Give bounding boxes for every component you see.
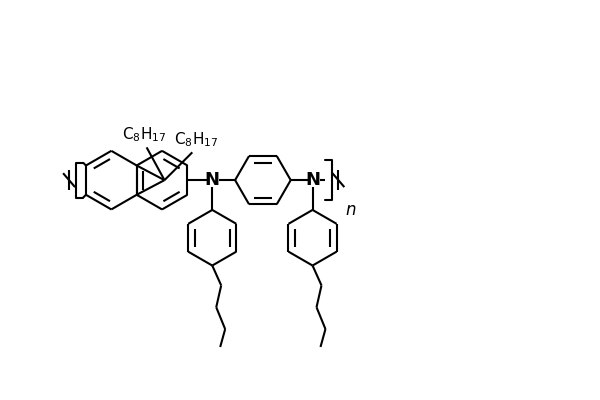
Text: n: n bbox=[346, 201, 356, 219]
Text: N: N bbox=[205, 171, 220, 189]
Text: N: N bbox=[305, 171, 320, 189]
Text: $\mathdefault{C_8H_{17}}$: $\mathdefault{C_8H_{17}}$ bbox=[174, 131, 218, 149]
Text: $\mathdefault{C_8H_{17}}$: $\mathdefault{C_8H_{17}}$ bbox=[122, 126, 167, 144]
